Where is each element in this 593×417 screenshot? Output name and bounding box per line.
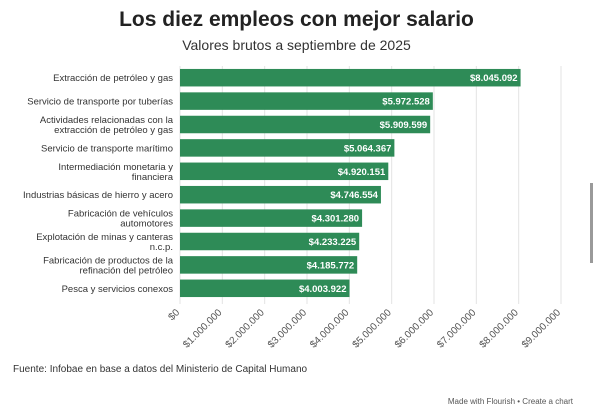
- category-label: Servicio de transporte por tuberías: [27, 97, 173, 108]
- bar[interactable]: [180, 185, 381, 204]
- chart-subtitle: Valores brutos a septiembre de 2025: [182, 37, 411, 53]
- bar-value-label: $5.972.528: [382, 97, 430, 108]
- x-tick-label: $1.000.000: [181, 307, 224, 350]
- bar-value-label: $4.233.225: [309, 237, 357, 248]
- bar[interactable]: [180, 139, 395, 157]
- x-tick-label: $7.000.000: [435, 307, 478, 350]
- bar[interactable]: [180, 279, 350, 298]
- bar[interactable]: [180, 115, 431, 134]
- bar[interactable]: [180, 68, 521, 87]
- category-label: Pesca y servicios conexos: [62, 284, 174, 295]
- bar-value-label: $4.003.922: [299, 284, 347, 295]
- x-tick-label: $3.000.000: [266, 307, 309, 350]
- x-tick-label: $4.000.000: [308, 307, 351, 350]
- source-note: Fuente: Infobae en base a datos del Mini…: [13, 364, 308, 375]
- x-tick-label: $9.000.000: [520, 307, 563, 350]
- bar-value-label: $4.920.151: [338, 167, 386, 178]
- bar-value-label: $5.909.599: [380, 120, 428, 131]
- chart-title: Los diez empleos con mejor salario: [119, 8, 474, 31]
- bar[interactable]: [180, 232, 360, 251]
- page-scrollbar[interactable]: [590, 183, 593, 263]
- made-with-flourish-link[interactable]: Made with Flourish: [447, 397, 516, 406]
- category-label: Fabricación de vehículos automotores: [68, 209, 173, 230]
- bar-value-label: $4.301.280: [312, 214, 360, 225]
- bar[interactable]: [180, 92, 433, 110]
- x-axis-tick-labels: $0 $1.000.000 $2.000.000 $3.000.000 $4.000.0…: [166, 307, 563, 350]
- bar[interactable]: [180, 162, 389, 181]
- bar[interactable]: [180, 256, 358, 274]
- category-label: Industrias básicas de hierro y acero: [23, 190, 173, 201]
- x-tick-label: $2.000.000: [224, 307, 267, 350]
- category-label: Actividades relacionadas con la extracció…: [40, 115, 174, 136]
- x-tick-label: $5.000.000: [351, 307, 394, 350]
- create-chart-link[interactable]: Create a chart: [522, 397, 573, 406]
- category-label: Intermediación monetaria y financiera: [58, 162, 173, 183]
- category-labels: Extracción de petróleo y gas Servicio de …: [23, 73, 174, 295]
- bars: $8.045.092 $5.972.528 $5.909.599 $5.064.367…: [180, 68, 521, 298]
- category-label: Servicio de transporte marítimo: [41, 143, 173, 154]
- category-label: Explotación de minas y canteras n.c.p.: [36, 232, 173, 253]
- footer-credit: Made with Flourish • Create a chart: [448, 397, 573, 406]
- x-tick-label: $0: [166, 307, 182, 323]
- bar-value-label: $4.746.554: [330, 190, 378, 201]
- bar-value-label: $4.185.772: [307, 260, 355, 271]
- bar-chart: $8.045.092 $5.972.528 $5.909.599 $5.064.367…: [23, 66, 563, 351]
- x-tick-label: $6.000.000: [393, 307, 436, 350]
- x-tick-label: $8.000.000: [478, 307, 521, 350]
- category-label: Fabricación de productos de la refinación…: [43, 255, 174, 276]
- footer-separator: •: [517, 397, 521, 406]
- bar[interactable]: [180, 209, 363, 227]
- category-label: Extracción de petróleo y gas: [53, 73, 173, 84]
- bar-value-label: $8.045.092: [470, 73, 518, 84]
- bar-value-label: $5.064.367: [344, 143, 392, 154]
